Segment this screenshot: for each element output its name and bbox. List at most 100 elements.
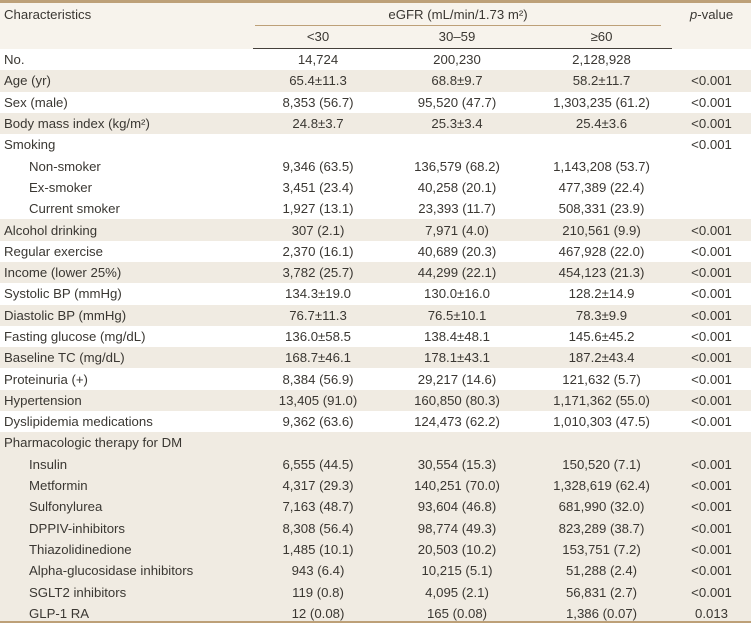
value-cell: 2,128,928 bbox=[572, 52, 631, 68]
table-row: Sulfonylurea 7,163 (48.7) 93,604 (46.8) 681… bbox=[0, 496, 751, 518]
value-cell: 1,143,208 (53.7) bbox=[553, 158, 650, 174]
characteristic-cell: Thiazolidinedione bbox=[29, 541, 132, 557]
value-cell: 6,555 (44.5) bbox=[282, 456, 354, 472]
value-cell: 10,215 (5.1) bbox=[421, 563, 493, 579]
p-value-cell: <0.001 bbox=[691, 73, 732, 89]
value-cell: 454,123 (21.3) bbox=[558, 265, 645, 281]
value-cell: 200,230 bbox=[433, 52, 481, 68]
characteristic-cell: Baseline TC (mg/dL) bbox=[4, 350, 125, 366]
characteristic-cell: Diastolic BP (mmHg) bbox=[4, 307, 127, 323]
table-row: Hypertension 13,405 (91.0) 160,850 (80.3) 1… bbox=[0, 389, 751, 412]
value-cell: 138.4±48.1 bbox=[424, 329, 490, 344]
table-row: DPPIV-inhibitors 8,308 (56.4) 98,774 (49.3… bbox=[0, 517, 751, 539]
characteristic-cell: Age (yr) bbox=[4, 73, 51, 89]
p-value-cell: <0.001 bbox=[691, 478, 732, 494]
value-cell: 681,990 (32.0) bbox=[558, 499, 645, 515]
table-row: Alpha-glucosidase inhibitors 943 (6.4) 10,… bbox=[0, 560, 751, 582]
value-cell: 13,405 (91.0) bbox=[278, 392, 358, 408]
value-cell bbox=[383, 134, 531, 155]
value-cell: 93,604 (46.8) bbox=[417, 499, 497, 515]
p-value-cell: <0.001 bbox=[691, 584, 732, 600]
value-cell bbox=[253, 134, 383, 155]
characteristic-cell: Alpha-glucosidase inhibitors bbox=[29, 563, 194, 579]
table-row: Body mass index (kg/m²) 24.8±3.7 25.3±3.4 2… bbox=[0, 112, 751, 135]
table-header: Characteristics eGFR (mL/min/1.73 m²) p-… bbox=[0, 3, 751, 49]
value-cell: 1,386 (0.07) bbox=[565, 605, 638, 621]
value-cell bbox=[383, 432, 531, 453]
p-value-cell: <0.001 bbox=[691, 286, 732, 302]
table-row: Thiazolidinedione 1,485 (10.1) 20,503 (10.… bbox=[0, 538, 751, 561]
value-cell: 153,751 (7.2) bbox=[562, 541, 641, 557]
table-row: Diastolic BP (mmHg) 76.7±11.3 76.5±10.1 78.… bbox=[0, 304, 751, 326]
table-row: Pharmacologic therapy for DM bbox=[0, 432, 751, 454]
p-value-cell: <0.001 bbox=[691, 265, 732, 281]
value-cell: 23,393 (11.7) bbox=[418, 201, 496, 217]
table-row: Alcohol drinking 307 (2.1) 7,971 (4.0) 210,… bbox=[0, 219, 751, 241]
value-cell: 160,850 (80.3) bbox=[414, 392, 500, 408]
value-cell: 1,328,619 (62.4) bbox=[553, 478, 650, 494]
p-value-cell: <0.001 bbox=[691, 499, 732, 515]
egfr-group-header: eGFR (mL/min/1.73 m²) bbox=[253, 3, 672, 26]
table-body: No. 14,724 200,230 2,128,928 Age (yr) 65.4±11… bbox=[0, 49, 751, 621]
subcolumn-header-ge60: ≥60 bbox=[531, 26, 673, 49]
characteristic-cell: Alcohol drinking bbox=[4, 222, 98, 238]
value-cell: 29,217 (14.6) bbox=[417, 371, 497, 387]
value-cell: 40,258 (20.1) bbox=[417, 179, 497, 195]
value-cell: 98,774 (49.3) bbox=[417, 520, 497, 536]
p-value-cell bbox=[672, 49, 751, 71]
value-cell: 119 (0.8) bbox=[292, 584, 344, 600]
value-cell: 128.2±14.9 bbox=[568, 286, 635, 302]
table-row: Income (lower 25%) 3,782 (25.7) 44,299 (22… bbox=[0, 261, 751, 284]
subcolumn-header-30-59: 30–59 bbox=[383, 26, 531, 49]
p-value-cell: <0.001 bbox=[691, 563, 732, 579]
p-value-cell bbox=[672, 432, 751, 453]
value-cell: 4,317 (29.3) bbox=[282, 478, 354, 494]
table-row: No. 14,724 200,230 2,128,928 bbox=[0, 49, 751, 71]
table-row: Insulin 6,555 (44.5) 30,554 (15.3) 150,520 … bbox=[0, 453, 751, 475]
p-value-cell: <0.001 bbox=[691, 243, 732, 259]
characteristic-cell: Hypertension bbox=[4, 392, 82, 408]
value-cell: 1,927 (13.1) bbox=[282, 201, 354, 217]
header-row-sub: <30 30–59 ≥60 bbox=[0, 26, 751, 49]
value-cell: 136.0±58.5 bbox=[285, 329, 351, 344]
characteristic-cell: No. bbox=[4, 51, 25, 67]
value-cell: 210,561 (9.9) bbox=[562, 222, 641, 238]
subcolumn-header-lt30: <30 bbox=[253, 26, 383, 49]
table-row: Baseline TC (mg/dL) 168.7±46.1 178.1±43.1 1… bbox=[0, 347, 751, 369]
value-cell: 4,095 (2.1) bbox=[425, 584, 489, 600]
characteristic-cell: Sex (male) bbox=[4, 94, 68, 110]
value-cell: 25.4±3.6 bbox=[575, 116, 628, 132]
value-cell: 76.7±11.3 bbox=[289, 307, 347, 323]
table-row: Dyslipidemia medications 9,362 (63.6) 124,… bbox=[0, 411, 751, 432]
value-cell: 51,288 (2.4) bbox=[565, 563, 638, 579]
value-cell: 78.3±9.9 bbox=[575, 307, 628, 323]
p-value-cell: <0.001 bbox=[691, 541, 732, 557]
value-cell: 8,308 (56.4) bbox=[282, 520, 354, 536]
value-cell: 68.8±9.7 bbox=[431, 73, 483, 89]
p-value-column-header: p-value bbox=[672, 3, 751, 49]
characteristic-cell: Insulin bbox=[29, 456, 68, 472]
value-cell: 178.1±43.1 bbox=[424, 350, 490, 366]
p-value-header-italic: p bbox=[689, 7, 698, 22]
value-cell: 467,928 (22.0) bbox=[558, 243, 645, 259]
value-cell: 20,503 (10.2) bbox=[417, 541, 497, 557]
characteristic-cell: Metformin bbox=[29, 478, 88, 494]
table-row: Systolic BP (mmHg) 134.3±19.0 130.0±16.0 12… bbox=[0, 283, 751, 304]
value-cell: 508,331 (23.9) bbox=[558, 201, 645, 217]
value-cell: 76.5±10.1 bbox=[427, 307, 487, 323]
value-cell: 134.3±19.0 bbox=[285, 286, 351, 302]
table-row: GLP-1 RA 12 (0.08) 165 (0.08) 1,386 (0.07) 0… bbox=[0, 602, 751, 621]
p-value-cell: <0.001 bbox=[691, 350, 732, 366]
table-row: Metformin 4,317 (29.3) 140,251 (70.0) 1,328… bbox=[0, 474, 751, 497]
characteristic-cell: Fasting glucose (mg/dL) bbox=[4, 329, 146, 344]
egfr-group-label: eGFR (mL/min/1.73 m²) bbox=[255, 3, 662, 26]
value-cell: 823,289 (38.7) bbox=[558, 520, 645, 536]
p-value-cell: <0.001 bbox=[691, 392, 732, 408]
value-cell: 145.6±45.2 bbox=[568, 329, 635, 344]
value-cell: 3,451 (23.4) bbox=[282, 179, 354, 195]
p-value-cell bbox=[672, 198, 751, 219]
table-row: Regular exercise 2,370 (16.1) 40,689 (20.3… bbox=[0, 241, 751, 262]
value-cell: 477,389 (22.4) bbox=[558, 179, 645, 195]
value-cell: 9,346 (63.5) bbox=[282, 158, 354, 174]
